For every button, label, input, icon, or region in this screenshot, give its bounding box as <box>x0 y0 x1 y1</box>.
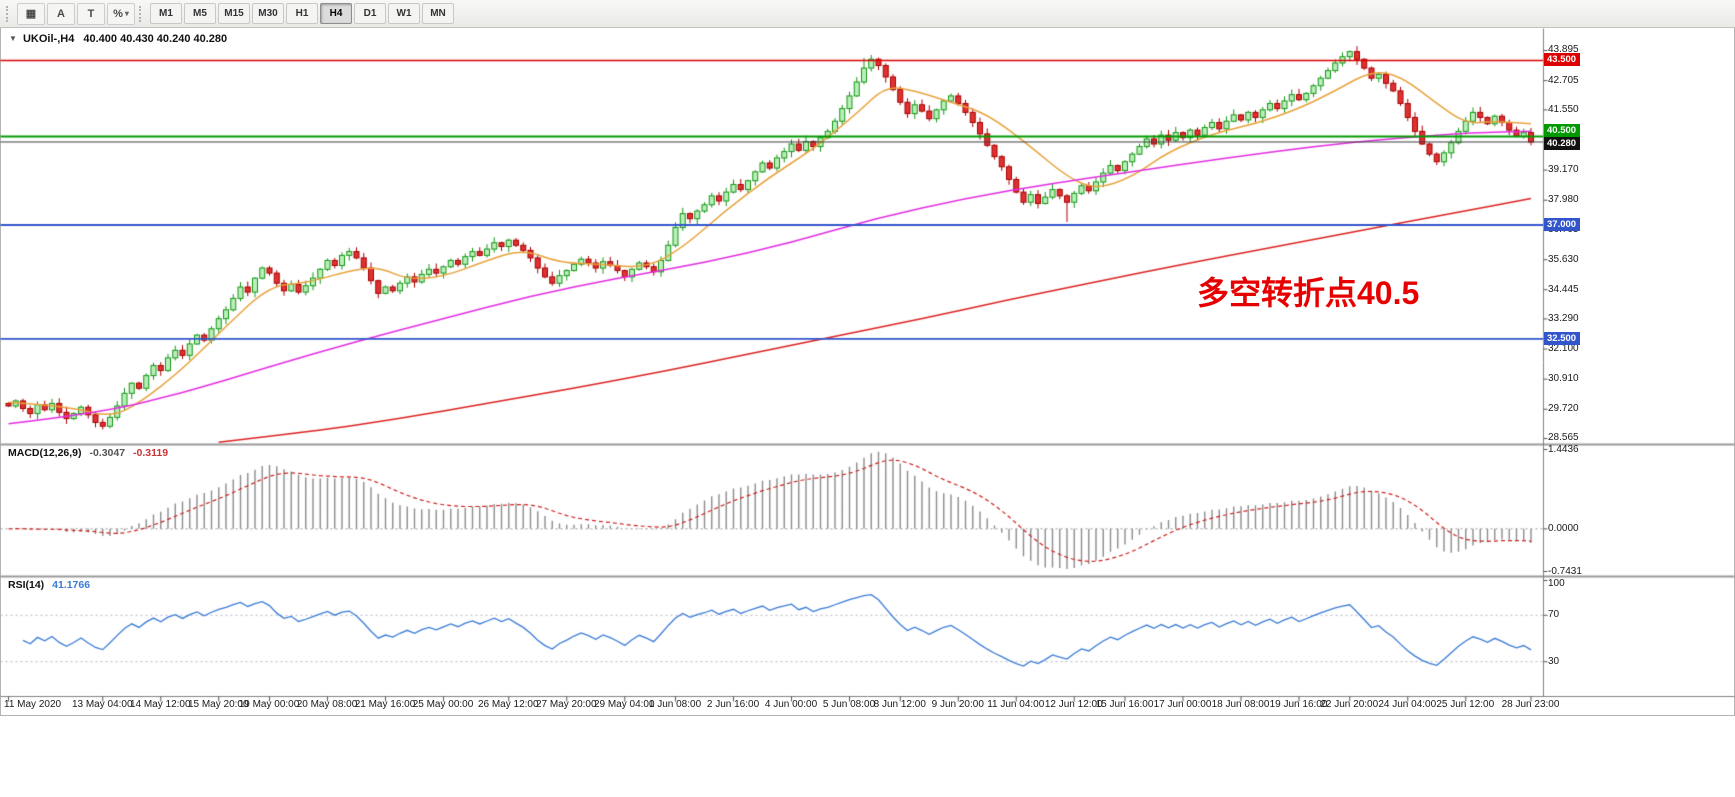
chart-symbol-timeframe: UKOil-,H4 <box>22 33 75 45</box>
timeframe-button-w1[interactable]: W1 <box>388 3 420 24</box>
text-tool-icon: T <box>87 7 95 20</box>
annotation-text: 多空转折点40.5 <box>1197 275 1420 311</box>
rsi-axis-label: 30 <box>1548 655 1560 667</box>
time-axis-label: 5 Jun 08:00 <box>822 699 876 710</box>
time-axis-label: 11 May 2020 <box>4 699 62 710</box>
price-level-badge-40.500: 40.500 <box>1544 123 1581 137</box>
price-axis-label: 28.565 <box>1548 432 1579 444</box>
rsi-axis-label: 70 <box>1548 609 1560 621</box>
time-axis-label: 4 Jun 00:00 <box>764 699 818 710</box>
price-level-badge-43.500: 43.500 <box>1544 53 1581 67</box>
cursor-tool-icon: A <box>57 7 65 20</box>
time-axis-label: 25 May 00:00 <box>412 699 474 710</box>
macd-main-value: -0.3047 <box>89 447 126 459</box>
styles-dropdown-icon: % <box>113 7 123 20</box>
chart-grid-tool-icon: ▦ <box>25 8 37 20</box>
price-chart-canvas[interactable] <box>0 28 1735 718</box>
chart-title: ▼ UKOil-,H4 40.400 40.430 40.240 40.280 <box>9 33 227 45</box>
rsi-pane[interactable] <box>0 577 1543 696</box>
time-axis-label: 27 May 20:00 <box>535 699 597 710</box>
time-axis-label: 15 Jun 16:00 <box>1095 699 1154 710</box>
price-axis-label: 41.550 <box>1548 103 1579 115</box>
price-level-badge-32.500: 32.500 <box>1544 331 1581 345</box>
rsi-axis-label: 100 <box>1548 577 1565 589</box>
chart-grid-tool-button[interactable]: ▦ <box>17 2 45 25</box>
timeframe-button-d1[interactable]: D1 <box>354 3 386 24</box>
rsi-value: 41.1766 <box>52 579 91 591</box>
macd-name: MACD(12,26,9) <box>8 447 82 459</box>
timeframe-button-mn[interactable]: MN <box>422 3 454 24</box>
time-axis-label: 13 May 04:00 <box>71 699 133 710</box>
macd-axis-label: 1.4436 <box>1548 443 1579 455</box>
macd-pane[interactable] <box>0 445 1543 575</box>
time-axis-label: 28 Jun 23:00 <box>1501 699 1560 710</box>
time-axis-label: 2 Jun 16:00 <box>706 699 760 710</box>
time-axis-label: 24 Jun 04:00 <box>1378 699 1437 710</box>
price-axis-label: 37.980 <box>1548 194 1579 206</box>
timeframe-button-h1[interactable]: H1 <box>286 3 318 24</box>
main-price-pane[interactable] <box>0 28 1543 443</box>
time-axis-label: 12 Jun 12:00 <box>1044 699 1103 710</box>
price-axis-label: 42.705 <box>1548 74 1579 86</box>
current-price-badge: 40.280 <box>1544 137 1581 151</box>
time-axis-label: 25 Jun 12:00 <box>1436 699 1495 710</box>
time-axis-label: 18 Jun 08:00 <box>1211 699 1270 710</box>
timeframe-toolbar: M1 M5 M15 M30 H1 H4 D1 W1 MN <box>149 3 455 24</box>
cursor-tool-button[interactable]: A <box>47 2 75 25</box>
timeframe-button-m5[interactable]: M5 <box>184 3 216 24</box>
chevron-down-icon: ▾ <box>124 9 129 18</box>
macd-axis-label: -0.7431 <box>1548 565 1582 577</box>
toolbar: ▦ A T% ▾ M1 M5 M15 M30 H1 H4 D1 W1 MN <box>0 0 1735 28</box>
time-axis-label: 14 May 12:00 <box>129 699 191 710</box>
time-axis-label: 9 Jun 20:00 <box>931 699 984 710</box>
toolbar-grip[interactable] <box>139 5 144 22</box>
price-axis-label: 29.720 <box>1548 403 1579 415</box>
text-tool-button[interactable]: T <box>77 2 105 25</box>
macd-signal-value: -0.3119 <box>133 447 169 459</box>
timeframe-button-m15[interactable]: M15 <box>218 3 250 24</box>
toolbar-grip[interactable] <box>6 5 11 22</box>
timeframe-button-m30[interactable]: M30 <box>252 3 284 24</box>
price-axis-label: 39.170 <box>1548 164 1579 176</box>
price-axis-label: 35.630 <box>1548 253 1579 265</box>
time-axis-label: 1 Jun 08:00 <box>648 699 702 710</box>
styles-dropdown-button[interactable]: % ▾ <box>107 2 135 25</box>
rsi-indicator-label: RSI(14) 41.1766 <box>8 579 90 591</box>
time-axis-label: 29 May 04:00 <box>593 699 655 710</box>
chart-menu-arrow-icon[interactable]: ▼ <box>9 34 17 43</box>
time-axis-label: 19 Jun 16:00 <box>1269 699 1328 710</box>
price-axis-label: 33.290 <box>1548 312 1579 324</box>
price-axis-label: 34.445 <box>1548 283 1579 295</box>
time-axis-label: 22 Jun 20:00 <box>1320 699 1379 710</box>
timeframe-button-h4[interactable]: H4 <box>320 3 352 24</box>
price-level-badge-37.000: 37.000 <box>1544 218 1581 231</box>
time-axis-label: 26 May 12:00 <box>477 699 539 710</box>
price-axis-label: 30.910 <box>1548 373 1579 385</box>
timeframe-button-m1[interactable]: M1 <box>150 3 182 24</box>
chart-ohlc-values: 40.400 40.430 40.240 40.280 <box>83 33 228 45</box>
time-axis-label: 8 Jun 12:00 <box>873 699 926 710</box>
time-axis-label: 21 May 16:00 <box>354 699 416 710</box>
time-axis-label: 11 Jun 04:00 <box>987 699 1045 710</box>
toolbar-tools: ▦ A T% ▾ <box>16 2 136 25</box>
time-axis-label: 20 May 08:00 <box>296 699 358 710</box>
time-axis-label: 17 Jun 00:00 <box>1153 699 1212 710</box>
time-axis-label: 19 May 00:00 <box>238 699 300 710</box>
macd-indicator-label: MACD(12,26,9) -0.3047 -0.3119 <box>8 447 168 459</box>
rsi-name: RSI(14) <box>8 579 45 591</box>
macd-axis-label: 0.0000 <box>1548 522 1579 534</box>
